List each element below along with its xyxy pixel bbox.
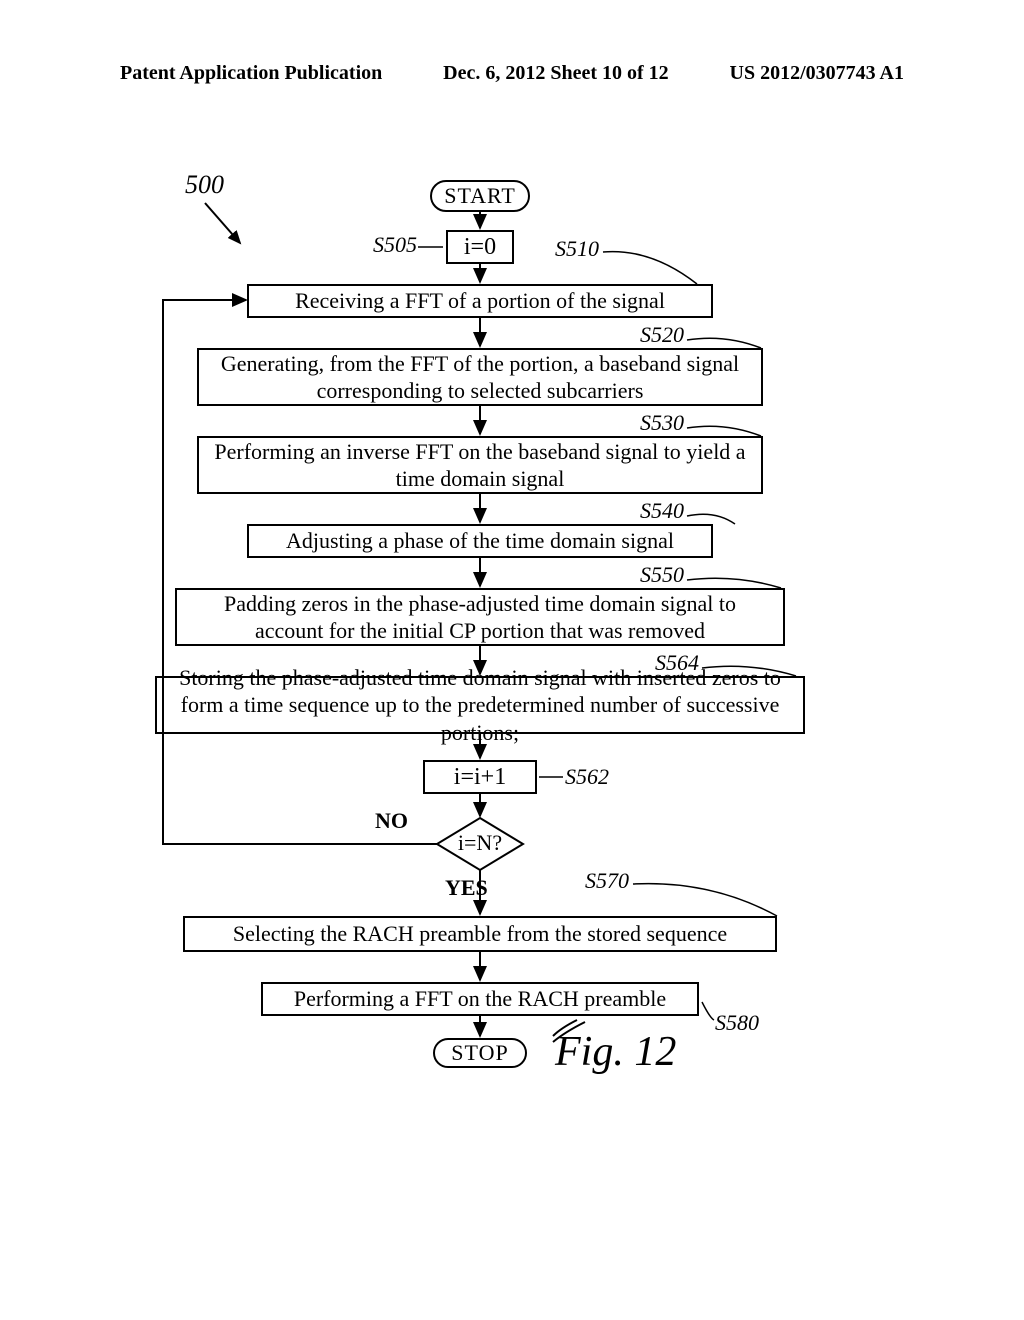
header-center: Dec. 6, 2012 Sheet 10 of 12 (443, 62, 669, 85)
label-s550: S550 (640, 562, 684, 588)
leader-s550 (685, 570, 785, 592)
leader-s570 (631, 876, 781, 920)
text-s530: Performing an inverse FFT on the baseban… (211, 438, 749, 493)
leader-s530 (685, 418, 765, 440)
text-s540: Adjusting a phase of the time domain sig… (286, 527, 674, 555)
box-s570: Selecting the RACH preamble from the sto… (183, 916, 777, 952)
start-label: START (444, 183, 516, 209)
decision-text: i=N? (435, 830, 525, 856)
leader-s580 (700, 1000, 740, 1024)
stop-label: STOP (451, 1040, 508, 1066)
leader-s564 (700, 658, 800, 680)
label-s570: S570 (585, 868, 629, 894)
decision-diamond: i=N? (435, 816, 525, 872)
label-s520: S520 (640, 322, 684, 348)
box-s580: Performing a FFT on the RACH preamble (261, 982, 699, 1016)
init-box: i=0 (446, 230, 514, 264)
text-s570: Selecting the RACH preamble from the sto… (233, 920, 727, 948)
text-s520: Generating, from the FFT of the portion,… (211, 350, 749, 405)
text-s550: Padding zeros in the phase-adjusted time… (189, 590, 771, 645)
box-s540: Adjusting a phase of the time domain sig… (247, 524, 713, 558)
stop-terminal: STOP (433, 1038, 527, 1068)
flowchart-500: 500 START i=0 S505 Receiving a FFT of a … (155, 180, 875, 1180)
text-s580: Performing a FFT on the RACH preamble (294, 985, 666, 1013)
text-s564: Storing the phase-adjusted time domain s… (169, 664, 791, 747)
init-text: i=0 (464, 234, 496, 261)
label-s562: S562 (565, 764, 609, 790)
start-terminal: START (430, 180, 530, 212)
header-left: Patent Application Publication (120, 62, 382, 85)
ref-arrow (195, 198, 255, 258)
text-s510: Receiving a FFT of a portion of the sign… (295, 287, 665, 315)
label-s505: S505 (373, 232, 417, 258)
box-s564: Storing the phase-adjusted time domain s… (155, 676, 805, 734)
ref-number: 500 (185, 170, 224, 200)
box-s530: Performing an inverse FFT on the baseban… (197, 436, 763, 494)
label-s510: S510 (555, 236, 599, 262)
header-right: US 2012/0307743 A1 (730, 62, 904, 85)
leader-s510 (601, 244, 701, 288)
label-s530: S530 (640, 410, 684, 436)
yes-label: YES (445, 875, 488, 901)
page-header: Patent Application Publication Dec. 6, 2… (0, 62, 1024, 85)
box-s550: Padding zeros in the phase-adjusted time… (175, 588, 785, 646)
box-s520: Generating, from the FFT of the portion,… (197, 348, 763, 406)
fig-underline (551, 1018, 601, 1048)
leader-s562 (539, 770, 565, 784)
leader-s505 (418, 240, 448, 254)
no-label: NO (375, 808, 408, 834)
box-s510: Receiving a FFT of a portion of the sign… (247, 284, 713, 318)
inc-box: i=i+1 (423, 760, 537, 794)
leader-s540 (685, 506, 755, 528)
label-s540: S540 (640, 498, 684, 524)
inc-text: i=i+1 (454, 764, 506, 791)
label-s564: S564 (655, 650, 699, 676)
leader-s520 (685, 330, 765, 352)
